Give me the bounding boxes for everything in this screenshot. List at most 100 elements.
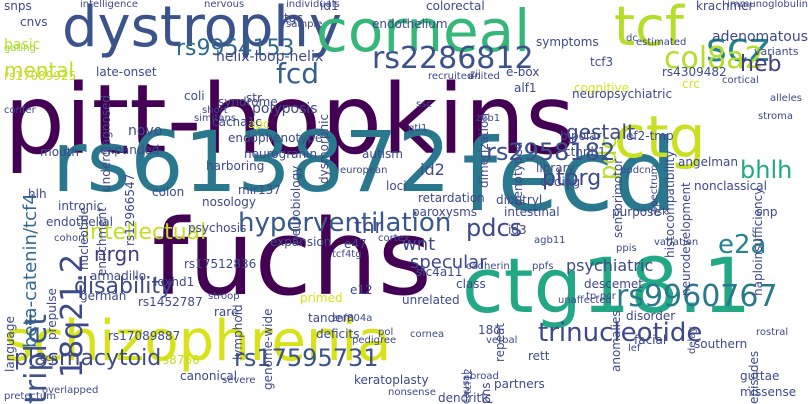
cloud-word: rostral	[756, 327, 789, 338]
cloud-word: ef2-tmp	[626, 129, 674, 143]
cloud-word: beta-catenin/tcf4	[20, 193, 41, 348]
cloud-word: unrelated	[402, 293, 460, 307]
cloud-word: partners	[494, 377, 545, 391]
cloud-word: neuropsychiatric	[572, 87, 673, 101]
cloud-word: disorder	[626, 309, 676, 323]
cloud-word: heb	[740, 52, 782, 77]
cloud-word: short	[202, 105, 228, 116]
cloud-word: rs12966547	[123, 173, 137, 246]
cloud-word: ppis	[616, 243, 637, 254]
cloud-word: basic	[4, 37, 41, 53]
cloud-word: id1	[320, 0, 339, 13]
cloud-word: loxhd1	[154, 275, 195, 289]
cloud-word: tandem	[308, 311, 355, 325]
cloud-word: trinucleotide	[538, 318, 703, 348]
cloud-word: nonsense	[388, 387, 436, 398]
cloud-word: bhlh	[740, 156, 793, 184]
cloud-word: overlapped	[42, 385, 99, 396]
cloud-word: missense	[740, 385, 797, 399]
cloud-word: schizophrenia	[4, 309, 392, 374]
cloud-word: coli	[184, 89, 205, 103]
cloud-word: tp-pcr	[586, 291, 616, 302]
cloud-word: dystrophy	[62, 0, 343, 60]
cloud-word: canonical	[180, 369, 238, 383]
cloud-word: bipolar	[560, 129, 602, 143]
cloud-word: e12	[350, 283, 373, 297]
cloud-word: ccp	[40, 353, 58, 364]
cloud-word: ssc	[416, 99, 432, 110]
cloud-word: tnr	[354, 214, 383, 238]
cloud-word: southern	[694, 337, 748, 351]
cloud-word: hyperventilation	[238, 208, 452, 238]
cloud-word: mental	[4, 58, 75, 82]
cloud-word: pedigree	[352, 335, 397, 346]
cloud-word: hlh	[28, 187, 47, 201]
cloud-word: agb11	[534, 235, 566, 246]
cloud-word: episodes	[747, 350, 761, 404]
cloud-word: cadherin	[466, 261, 510, 272]
cloud-word: ctnnb1	[564, 145, 606, 159]
cloud-word: tcf4tg	[332, 249, 362, 260]
cloud-word: krachmer	[696, 0, 754, 13]
cloud-word: snps	[4, 0, 32, 13]
cloud-word: broad	[470, 371, 499, 382]
cloud-word: nervous	[204, 0, 245, 10]
cloud-word: novo	[128, 123, 163, 139]
cloud-word: dendritic	[438, 391, 492, 404]
cloud-word: unaffected	[558, 295, 612, 306]
cloud-word: estimated	[636, 37, 687, 48]
cloud-word: rs2958182	[486, 138, 616, 166]
cloud-word: severe	[222, 375, 256, 386]
cloud-word: symptoms	[536, 35, 599, 49]
cloud-word: zij	[470, 69, 481, 80]
cloud-word: snp	[756, 205, 778, 219]
cloud-word: rs2286812	[372, 41, 534, 76]
cloud-word: rs1452787	[138, 295, 203, 309]
cloud-word: keratoplasty	[354, 373, 429, 387]
cloud-word: facial	[634, 333, 667, 347]
cloud-word: retardation	[418, 191, 485, 205]
cloud-word: harboring	[206, 159, 265, 173]
cloud-word: id3	[508, 223, 527, 237]
cloud-word: colon	[152, 185, 185, 199]
cloud-word: plasmacytoid	[14, 346, 162, 371]
cloud-word: rs9954153	[176, 36, 295, 61]
cloud-word: genome-wide	[261, 308, 275, 391]
cloud-word: pretectum	[4, 391, 56, 402]
cloud-word: dc	[626, 33, 638, 44]
cloud-word: tcf	[614, 0, 684, 58]
cloud-word: fuchs	[152, 197, 432, 319]
cloud-word: dysmorphic	[317, 113, 331, 184]
cloud-word: gating	[4, 43, 36, 54]
cloud-word: endophenotype	[228, 131, 323, 145]
cloud-word: lef	[628, 343, 641, 354]
cloud-word: psychosis	[188, 221, 247, 235]
cloud-word: alf1	[514, 81, 537, 95]
cloud-word: tcf12	[463, 368, 474, 394]
cloud-word: variation	[654, 237, 699, 248]
cloud-word: class	[456, 277, 486, 291]
cloud-word: neurobiology	[289, 165, 303, 244]
cloud-word: znf804a	[332, 313, 373, 324]
cloud-word: ppfs	[532, 261, 554, 272]
cloud-word: intellectual	[84, 220, 207, 245]
cloud-word: rett	[528, 349, 550, 363]
cloud-word: cognitive	[574, 81, 630, 95]
cloud-word: confer	[4, 105, 36, 116]
cloud-word: colorectal	[426, 0, 485, 13]
cloud-word: bpdcn	[620, 165, 651, 176]
cloud-word: e2a	[718, 230, 767, 260]
cloud-word: variants	[754, 45, 799, 58]
cloud-word: nonclassical	[694, 179, 767, 193]
cloud-word: scz	[706, 25, 770, 71]
cloud-word: anomalies	[609, 310, 623, 372]
cloud-word: nosology	[202, 195, 256, 209]
cloud-word: helix-loop-helix	[216, 49, 324, 65]
cloud-word: cornea	[410, 329, 445, 340]
cloud-word: phs	[479, 382, 493, 404]
cloud-word: armadillo	[90, 269, 147, 283]
cloud-word: ctg18.1	[462, 241, 752, 330]
cloud-word: rs4309482	[662, 65, 727, 79]
cloud-word: rs17089887	[108, 329, 181, 343]
